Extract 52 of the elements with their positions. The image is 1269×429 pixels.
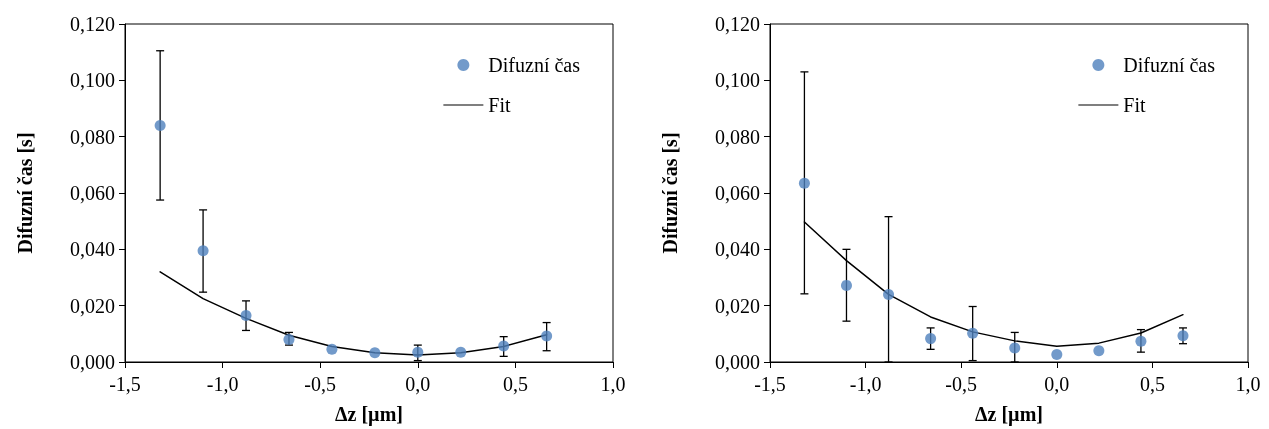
point: [798, 177, 810, 189]
y-tick-label: 0,100: [70, 69, 115, 92]
x-tick-label: -0,5: [944, 373, 977, 395]
point: [240, 310, 252, 322]
y-axis-title: Difuzní čas [s]: [658, 132, 681, 254]
point: [1092, 345, 1104, 357]
point: [1050, 348, 1062, 360]
x-tick-label: 0,0: [1043, 373, 1069, 395]
point: [541, 330, 553, 342]
x-tick-label: -1,5: [753, 373, 786, 395]
y-tick-label: 0,060: [70, 182, 115, 204]
legend-label: Difuzní čas: [1122, 54, 1215, 76]
y-tick-label: 0,060: [714, 182, 760, 204]
legend-label: Fit: [488, 94, 512, 116]
legend-label: Difuzní čas: [488, 54, 581, 76]
x-axis-title: Δz [µm]: [974, 403, 1043, 426]
point: [924, 333, 936, 345]
point: [1008, 342, 1020, 354]
point: [455, 346, 467, 358]
y-tick-label: 0,000: [70, 351, 115, 373]
y-tick-label: 0,020: [70, 294, 115, 317]
y-tick-label: 0,020: [714, 294, 760, 317]
x-axis-title: Δz [µm]: [335, 403, 403, 426]
point: [369, 347, 381, 359]
x-tick-label: -1,5: [109, 373, 141, 395]
point: [1134, 335, 1146, 347]
point: [412, 346, 424, 358]
y-tick-label: 0,100: [714, 69, 760, 92]
x-tick-label: 0,5: [502, 373, 528, 395]
x-tick-label: 0,0: [405, 373, 431, 395]
y-tick-label: 0,080: [714, 125, 760, 148]
y-tick-label: 0,120: [714, 13, 760, 35]
y-tick-label: 0,120: [70, 13, 115, 35]
y-tick-label: 0,040: [70, 238, 115, 261]
point: [966, 327, 978, 339]
point: [498, 340, 510, 352]
x-tick-label: -1,0: [849, 373, 881, 395]
x-tick-label: -1,0: [206, 373, 239, 395]
y-tick-label: 0,000: [714, 351, 760, 373]
legend-label: Fit: [1122, 94, 1146, 116]
point: [882, 288, 894, 300]
y-tick-label: 0,040: [714, 238, 760, 261]
point: [197, 245, 209, 257]
x-tick-label: 1,0: [1235, 373, 1260, 395]
point: [326, 343, 338, 355]
point: [154, 119, 166, 131]
y-tick-label: 0,080: [70, 125, 115, 148]
x-tick-label: 1,0: [600, 373, 626, 395]
x-tick-label: -0,5: [304, 373, 337, 395]
x-tick-label: 0,5: [1139, 373, 1165, 395]
y-axis-title: Difuzní čas [s]: [14, 132, 36, 254]
point: [840, 279, 852, 291]
